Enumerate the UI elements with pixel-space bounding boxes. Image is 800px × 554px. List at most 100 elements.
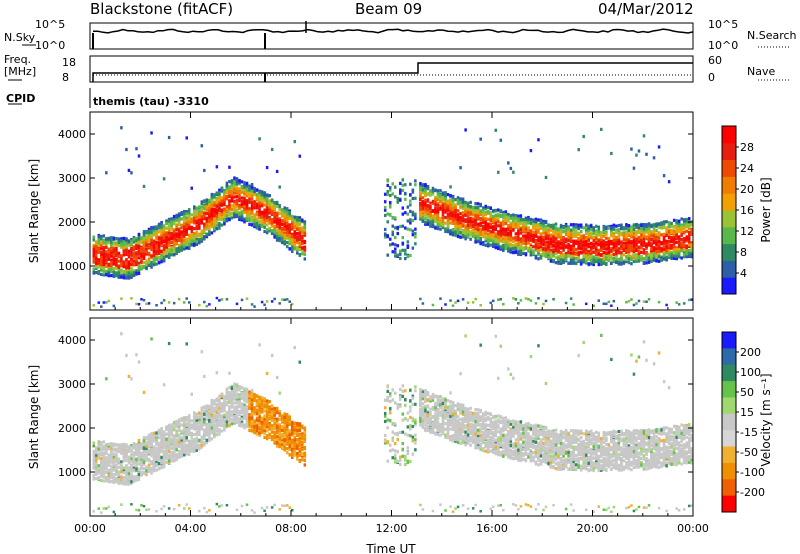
power-echo-cell [534, 244, 538, 248]
power-echo-cell [120, 237, 123, 241]
power-echo-cell [564, 231, 568, 235]
power-echo-cell [210, 210, 214, 214]
power-echo-cell [130, 249, 133, 254]
power-echo-cell [215, 226, 219, 230]
power-echo-cell [436, 209, 440, 213]
power-echo-cell [444, 215, 447, 220]
power-echo-cell [479, 202, 482, 207]
power-echo-cell [514, 246, 518, 250]
power-echo-cell [160, 241, 163, 245]
power-echo-cell [288, 242, 291, 246]
power-echo-cell [399, 181, 402, 185]
power-echo-cell [230, 212, 234, 216]
power-echo-cell [655, 223, 658, 227]
power-echo-cell [215, 208, 219, 212]
power-echo-cell [554, 241, 558, 245]
power-echo-cell [255, 196, 259, 200]
power-echo-cell [218, 221, 221, 226]
power-echo-cell [572, 254, 575, 258]
power-echo-cell [220, 186, 224, 190]
power-echo-cell [97, 258, 101, 262]
power-echo-cell [125, 265, 128, 270]
power-echo-cell [235, 195, 239, 199]
power-echo-cell [243, 187, 246, 191]
power-echo-cell [170, 227, 173, 231]
power-echo-cell [162, 230, 166, 234]
power-echo-cell [454, 213, 457, 218]
power-echo-cell [137, 241, 141, 245]
power-echo-cell [499, 232, 503, 236]
power-echo-cell [630, 247, 633, 251]
power-echo-cell [203, 206, 206, 210]
power-echo-cell [424, 189, 427, 193]
power-echo-cell [514, 232, 518, 236]
power-echo-cell [592, 238, 595, 243]
power-echo-cell [245, 191, 249, 195]
power-echo-cell [208, 203, 211, 208]
power-echo-cell [248, 218, 251, 223]
power-echo-cell [494, 237, 498, 241]
power-echo-cell [610, 234, 613, 238]
power-echo-cell [552, 258, 555, 263]
power-echo-cell [293, 215, 297, 219]
power-echo-cell [449, 206, 452, 210]
power-echo-cell [534, 248, 538, 252]
power-echo-cell [451, 209, 455, 213]
power-echo-cell [574, 240, 578, 245]
power-echo-cell [270, 212, 274, 216]
power-echo-cell [411, 233, 415, 237]
power-echo-cell [195, 234, 199, 238]
power-echo-cell [431, 189, 435, 193]
power-echo-cell [172, 222, 176, 226]
power-echo-cell [100, 272, 103, 277]
power-echo-cell [185, 212, 188, 216]
power-echo-cell [635, 238, 638, 242]
power-echo-cell [630, 147, 633, 151]
power-echo-cell [517, 214, 520, 218]
power-echo-cell [230, 197, 234, 201]
power-echo-cell [303, 252, 307, 256]
power-echo-cell [243, 191, 246, 195]
power-echo-cell [388, 243, 392, 247]
power-echo-cell [474, 209, 477, 213]
power-echo-cell [569, 258, 573, 262]
power-echo-cell [424, 213, 427, 217]
power-echo-cell [303, 257, 307, 261]
power-echo-cell [527, 249, 530, 253]
power-echo-cell [245, 209, 249, 214]
power-echo-cell [640, 238, 643, 242]
power-echo-cell [107, 257, 111, 261]
power-echo-cell [107, 247, 111, 251]
power-echo-cell [640, 233, 643, 237]
power-echo-cell [107, 299, 111, 303]
power-echo-cell [444, 208, 447, 212]
power-echo-cell [278, 185, 281, 189]
power-echo-cell [446, 215, 450, 219]
power-echo-cell [559, 246, 563, 250]
power-echo-cell [238, 217, 241, 221]
power-echo-cell [642, 228, 646, 232]
power-echo-cell [122, 275, 126, 279]
power-echo-cell [115, 257, 118, 262]
power-echo-cell [650, 234, 653, 238]
power-echo-cell [469, 237, 472, 241]
power-echo-cell [592, 260, 595, 265]
power-echo-cell [140, 249, 143, 253]
power-echo-cell [461, 224, 465, 228]
power-echo-cell [253, 206, 256, 210]
power-echo-cell [273, 220, 276, 224]
power-echo-cell [293, 238, 297, 242]
power-echo-cell [625, 223, 628, 227]
power-echo-cell [195, 210, 199, 214]
power-echo-cell [100, 247, 103, 251]
power-echo-cell [569, 244, 573, 248]
power-echo-cell [552, 253, 555, 257]
power-echo-cell [205, 217, 209, 221]
power-echo-cell [180, 248, 183, 252]
power-echo-cell [147, 231, 151, 235]
power-echo-cell [283, 214, 286, 219]
power-echo-cell [471, 205, 475, 209]
power-echo-cell [459, 226, 462, 230]
power-echo-cell [142, 243, 146, 248]
power-echo-cell [270, 209, 274, 214]
